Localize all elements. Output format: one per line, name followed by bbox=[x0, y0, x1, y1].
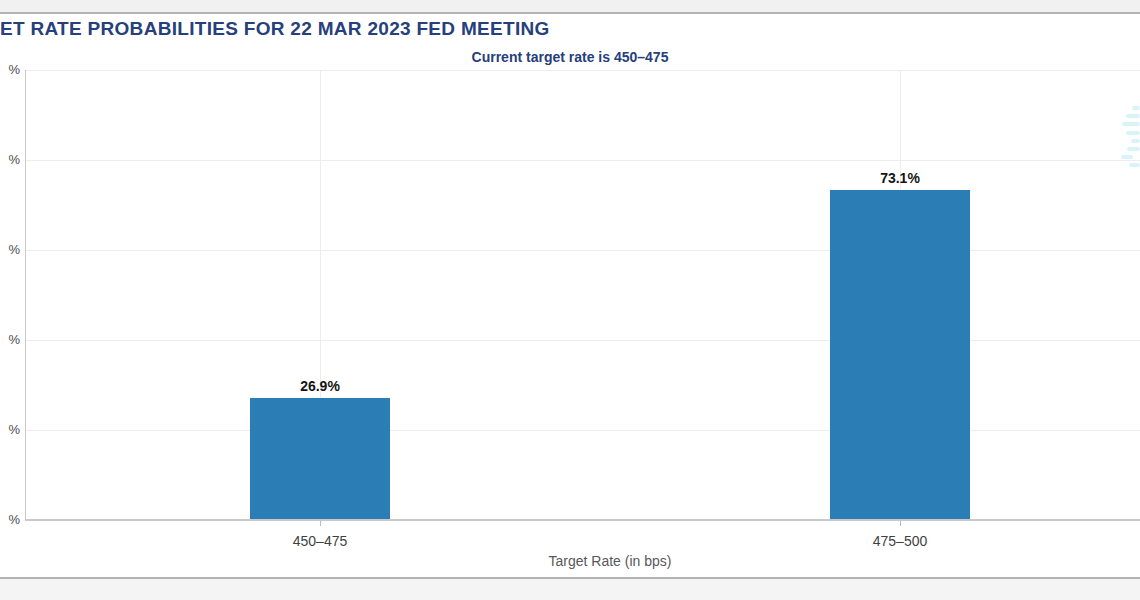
gridline-horizontal bbox=[25, 250, 1140, 251]
bar-value-label: 73.1% bbox=[830, 170, 970, 186]
bottom-border-strip bbox=[0, 577, 1140, 600]
y-tick-label: % bbox=[0, 423, 20, 437]
x-tick-label: 450–475 bbox=[293, 533, 348, 549]
watermark-stripe bbox=[1129, 163, 1140, 167]
gridline-horizontal bbox=[25, 70, 1140, 71]
x-tick-label: 475–500 bbox=[873, 533, 928, 549]
watermark-stripe bbox=[1131, 139, 1140, 143]
watermark-stripe bbox=[1126, 131, 1140, 135]
y-tick-label: % bbox=[0, 513, 20, 527]
x-tick-mark bbox=[320, 521, 321, 526]
gridline-horizontal bbox=[25, 430, 1140, 431]
watermark-stripe bbox=[1122, 122, 1140, 126]
y-tick-label: % bbox=[0, 333, 20, 347]
x-tick-mark bbox=[900, 521, 901, 526]
bar-chart-plot: % % % % % % 26.9% 73.1% 450–475 475–500 … bbox=[0, 0, 1140, 600]
y-tick-label: % bbox=[0, 243, 20, 257]
gridline-horizontal bbox=[25, 160, 1140, 161]
y-tick-label: % bbox=[0, 153, 20, 167]
bar-475-500: 73.1% bbox=[830, 190, 970, 519]
fedwatch-chart-page: ET RATE PROBABILITIES FOR 22 MAR 2023 FE… bbox=[0, 0, 1140, 600]
watermark-stripe bbox=[1127, 147, 1140, 151]
y-tick-label: % bbox=[0, 63, 20, 77]
y-axis-line bbox=[25, 70, 26, 520]
bar-value-label: 26.9% bbox=[250, 378, 390, 394]
x-axis-title: Target Rate (in bps) bbox=[549, 553, 672, 569]
watermark-stripe bbox=[1132, 106, 1140, 110]
gridline-horizontal bbox=[25, 340, 1140, 341]
watermark-stripe bbox=[1121, 155, 1133, 159]
watermark-stripe bbox=[1126, 114, 1140, 118]
bar-450-475: 26.9% bbox=[250, 398, 390, 519]
x-axis-line bbox=[25, 519, 1140, 521]
